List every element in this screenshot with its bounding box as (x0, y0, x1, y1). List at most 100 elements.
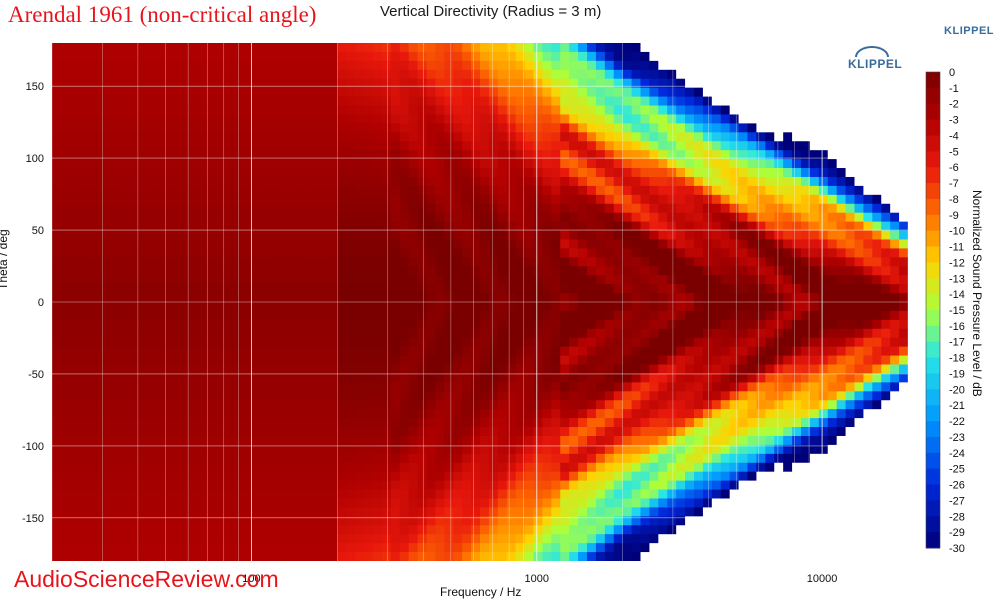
heatmap-cell (150, 239, 160, 250)
heatmap-cell (399, 462, 410, 473)
heatmap-cell (96, 132, 107, 142)
heatmap-cell (524, 400, 535, 410)
heatmap-cell (783, 239, 793, 250)
heatmap-cell (649, 302, 659, 312)
heatmap-cell (640, 364, 651, 375)
heatmap-cell (488, 543, 499, 553)
heatmap-cell (587, 114, 597, 124)
heatmap-cell (60, 319, 71, 330)
heatmap-cell (453, 159, 463, 169)
heatmap-cell (720, 310, 731, 321)
heatmap-cell (150, 319, 160, 330)
heatmap-cell (185, 203, 196, 214)
heatmap-cell (399, 319, 410, 330)
heatmap-cell (96, 489, 107, 500)
heatmap-cell (578, 248, 588, 258)
heatmap-cell (676, 257, 686, 267)
heatmap-cell (480, 409, 490, 419)
heatmap-cell (685, 123, 695, 133)
heatmap-cell (506, 257, 517, 267)
heatmap-cell (274, 105, 285, 116)
heatmap-cell (667, 266, 677, 276)
heatmap-cell (435, 141, 445, 151)
heatmap-cell (774, 552, 784, 561)
heatmap-cell (381, 302, 392, 312)
heatmap-cell (783, 275, 793, 285)
heatmap-cell (194, 78, 205, 89)
heatmap-cell (809, 516, 820, 526)
heatmap-cell (176, 78, 187, 89)
heatmap-cell (497, 427, 508, 437)
heatmap-cell (809, 462, 820, 473)
heatmap-cell (738, 534, 749, 544)
heatmap-cell (587, 516, 597, 526)
heatmap-cell (292, 427, 303, 437)
heatmap-cell (60, 194, 71, 205)
heatmap-cell (417, 141, 428, 151)
heatmap-cell (221, 105, 231, 116)
heatmap-cell (497, 114, 508, 124)
heatmap-cell (533, 168, 544, 178)
heatmap-cell (319, 132, 330, 142)
heatmap-cell (105, 516, 116, 526)
heatmap-cell (471, 391, 481, 401)
heatmap-cell (729, 435, 740, 446)
heatmap-cell (765, 212, 775, 223)
heatmap-cell (453, 51, 463, 62)
heatmap-cell (488, 221, 499, 232)
heatmap-cell (595, 302, 606, 312)
heatmap-cell (685, 489, 695, 500)
heatmap-cell (390, 507, 401, 517)
heatmap-cell (176, 525, 187, 535)
heatmap-cell (212, 185, 223, 196)
heatmap-cell (167, 43, 178, 53)
heatmap-cell (266, 105, 276, 116)
heatmap-cell (52, 516, 62, 526)
heatmap-cell (159, 543, 169, 553)
heatmap-cell (159, 489, 169, 500)
heatmap-cell (310, 123, 321, 133)
heatmap-cell (203, 60, 214, 71)
heatmap-cell (560, 284, 570, 294)
heatmap-cell (560, 552, 570, 561)
heatmap-cell (239, 391, 249, 401)
heatmap-cell (471, 507, 481, 517)
heatmap-cell (667, 435, 677, 446)
heatmap-cell (399, 230, 410, 241)
heatmap-cell (328, 266, 338, 276)
heatmap-cell (203, 525, 214, 535)
heatmap-cell (150, 471, 160, 482)
heatmap-cell (667, 284, 677, 294)
heatmap-cell (569, 310, 579, 321)
heatmap-cell (720, 212, 731, 223)
heatmap-cell (283, 96, 294, 107)
heatmap-cell (774, 159, 784, 169)
heatmap-cell (373, 176, 383, 187)
heatmap-cell (381, 516, 392, 526)
heatmap-cell (176, 212, 187, 223)
heatmap-cell (248, 302, 258, 312)
heatmap-cell (711, 284, 722, 294)
heatmap-cell (560, 203, 570, 214)
heatmap-cell (444, 507, 454, 517)
heatmap-cell (310, 284, 321, 294)
heatmap-cell (319, 105, 330, 116)
heatmap-cell (497, 212, 508, 223)
heatmap-cell (408, 444, 419, 455)
heatmap-cell (711, 266, 722, 276)
heatmap-cell (515, 480, 526, 491)
heatmap-cell (711, 141, 722, 151)
heatmap-cell (167, 471, 178, 482)
heatmap-cell (96, 435, 107, 446)
heatmap-cell (266, 409, 276, 419)
heatmap-cell (471, 168, 481, 178)
heatmap-cell (319, 516, 330, 526)
heatmap-cell (399, 51, 410, 62)
heatmap-cell (141, 78, 151, 89)
heatmap-cell (702, 105, 713, 116)
heatmap-cell (613, 525, 624, 535)
heatmap-cell (604, 69, 615, 80)
heatmap-cell (729, 453, 740, 464)
heatmap-cell (756, 444, 766, 455)
heatmap-cell (60, 480, 71, 491)
